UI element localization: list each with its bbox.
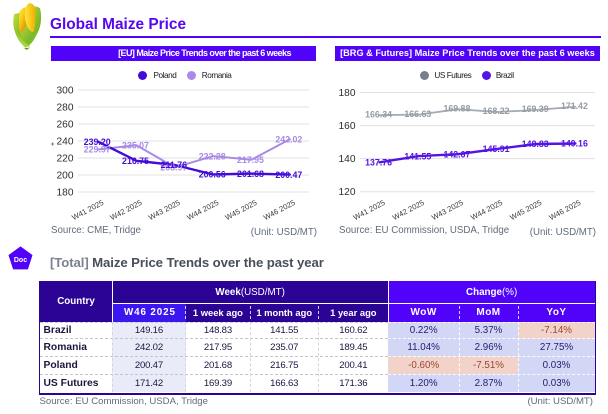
svg-text:W46 2025: W46 2025 <box>262 198 297 222</box>
svg-text:140: 140 <box>339 154 356 165</box>
svg-text:180: 180 <box>57 187 74 198</box>
svg-text:200.56: 200.56 <box>199 170 226 180</box>
svg-text:300: 300 <box>57 85 74 96</box>
svg-text:220: 220 <box>57 153 74 164</box>
svg-text:180: 180 <box>339 88 356 99</box>
svg-text:W41 2025: W41 2025 <box>352 198 387 222</box>
svg-text:141.55: 141.55 <box>404 151 431 161</box>
svg-text:216.75: 216.75 <box>122 156 149 166</box>
svg-text:235.07: 235.07 <box>122 140 149 150</box>
svg-text:W44 2025: W44 2025 <box>469 198 504 222</box>
svg-text:208.97: 208.97 <box>160 163 187 173</box>
svg-text:W45 2025: W45 2025 <box>508 198 543 222</box>
svg-text:W41 2025: W41 2025 <box>70 198 105 222</box>
svg-text:W45 2025: W45 2025 <box>224 198 259 222</box>
svg-text:W42 2025: W42 2025 <box>109 198 144 222</box>
svg-text:W43 2025: W43 2025 <box>430 198 465 222</box>
svg-text:148.83: 148.83 <box>522 139 549 149</box>
svg-text:211.76: 211.76 <box>161 160 188 170</box>
svg-text:242.02: 242.02 <box>275 135 302 145</box>
svg-text:169.88: 169.88 <box>443 103 470 113</box>
svg-text:142.67: 142.67 <box>443 149 470 159</box>
svg-text:169.39: 169.39 <box>522 104 549 114</box>
svg-text:229.97: 229.97 <box>84 145 111 155</box>
svg-text:168.22: 168.22 <box>483 106 510 116</box>
svg-text:W46 2025: W46 2025 <box>548 198 583 222</box>
svg-text:145.91: 145.91 <box>483 144 510 154</box>
svg-text:200.47: 200.47 <box>275 170 302 180</box>
svg-text:222.28: 222.28 <box>199 151 226 161</box>
svg-text:280: 280 <box>57 102 74 113</box>
svg-text:149.16: 149.16 <box>561 139 588 149</box>
svg-text:239.20: 239.20 <box>84 137 111 147</box>
svg-text:217.95: 217.95 <box>237 155 264 165</box>
svg-text:166.63: 166.63 <box>404 109 431 119</box>
svg-text:201.68: 201.68 <box>237 169 264 179</box>
svg-text:240: 240 <box>57 136 74 147</box>
svg-text:171.42: 171.42 <box>561 101 588 111</box>
svg-text:260: 260 <box>57 119 74 130</box>
svg-text:120: 120 <box>339 187 356 198</box>
svg-text:166.34: 166.34 <box>365 109 392 119</box>
svg-text:Doc: Doc <box>14 257 27 264</box>
svg-text:137.76: 137.76 <box>365 158 392 168</box>
svg-text:W44 2025: W44 2025 <box>185 198 220 222</box>
svg-text:W42 2025: W42 2025 <box>391 198 426 222</box>
svg-text:160: 160 <box>339 121 356 132</box>
svg-text:W43 2025: W43 2025 <box>147 198 182 222</box>
svg-text:200: 200 <box>57 170 74 181</box>
